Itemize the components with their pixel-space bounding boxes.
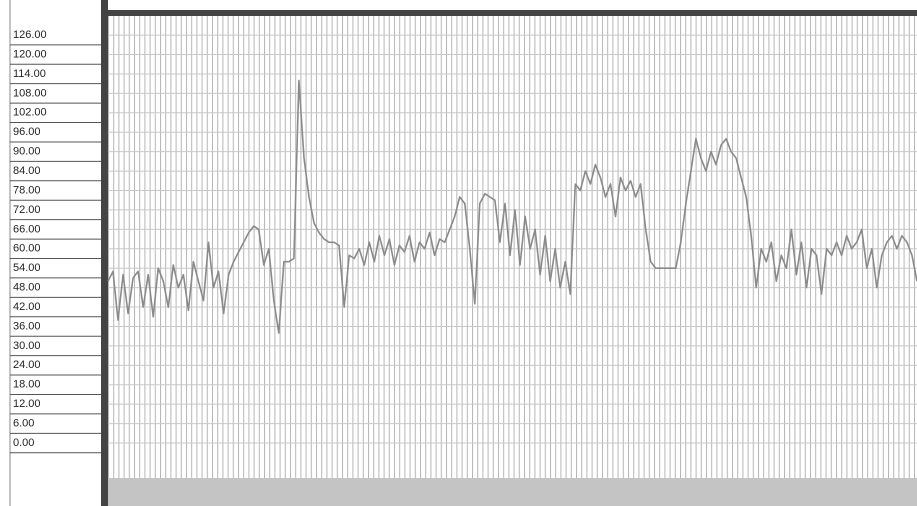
scroll-band — [108, 478, 917, 506]
y-tick-label: 24.00 — [13, 359, 41, 371]
y-tick-label: 18.00 — [13, 379, 41, 391]
data-line — [107, 79, 917, 334]
plot-area — [108, 16, 917, 478]
y-tick-label: 48.00 — [13, 282, 41, 294]
y-tick-label: 54.00 — [13, 262, 41, 274]
y-tick-label: 60.00 — [13, 243, 41, 255]
y-tick-label: 96.00 — [13, 126, 41, 138]
y-tick-label: 66.00 — [13, 223, 41, 235]
y-tick-label: 120.00 — [13, 48, 47, 60]
y-tick-label: 108.00 — [13, 87, 47, 99]
y-tick-label: 12.00 — [13, 398, 41, 410]
y-tick-label: 78.00 — [13, 184, 41, 196]
y-tick-label: 0.00 — [13, 437, 34, 449]
y-tick-label: 84.00 — [13, 165, 41, 177]
y-tick-label: 102.00 — [13, 107, 47, 119]
top-bar — [108, 10, 917, 16]
axis-bar — [101, 0, 108, 506]
y-tick-label: 126.00 — [13, 29, 47, 41]
y-tick-label: 90.00 — [13, 146, 41, 158]
y-tick-label: 72.00 — [13, 204, 41, 216]
y-tick-label: 6.00 — [13, 418, 34, 430]
y-tick-label: 30.00 — [13, 340, 41, 352]
y-tick-label: 36.00 — [13, 320, 41, 332]
y-tick-label: 42.00 — [13, 301, 41, 313]
y-tick-label: 114.00 — [13, 68, 46, 80]
